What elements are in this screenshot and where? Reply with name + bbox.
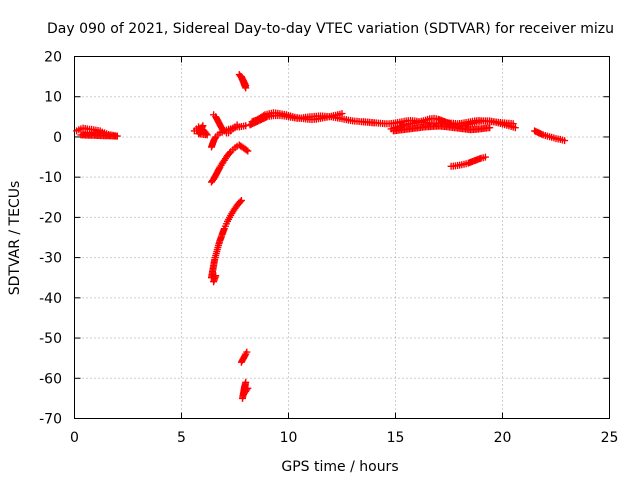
x-tick-labels: 0 5 10 15 20 25 bbox=[70, 430, 618, 446]
series-markers bbox=[248, 109, 346, 126]
chart-title: Day 090 of 2021, Sidereal Day-to-day VTE… bbox=[47, 21, 614, 37]
y-tick-label: -70 bbox=[39, 412, 62, 428]
series-arc-15 bbox=[531, 127, 569, 145]
series-markers bbox=[531, 127, 569, 145]
y-tick-label: -20 bbox=[39, 210, 62, 226]
series-markers bbox=[447, 153, 489, 170]
series-arc-2 bbox=[190, 122, 211, 139]
series-markers bbox=[235, 71, 250, 92]
y-tick-label: -30 bbox=[39, 251, 62, 267]
x-tick-label: 10 bbox=[280, 430, 298, 446]
y-tick-label: -10 bbox=[39, 170, 62, 186]
y-tick-labels: 20 10 0 -10 -20 -30 -40 -50 -60 -70 bbox=[39, 50, 62, 428]
series-arc-1 bbox=[73, 124, 121, 140]
series-markers bbox=[208, 122, 250, 151]
plot-frame bbox=[74, 56, 610, 419]
series-markers bbox=[190, 122, 211, 139]
x-tick-label: 0 bbox=[70, 430, 79, 446]
data-marks bbox=[73, 71, 569, 402]
y-tick-label: 10 bbox=[44, 90, 62, 106]
series-markers bbox=[389, 122, 494, 135]
series-arc-5 bbox=[208, 141, 252, 186]
y-tick-label: 20 bbox=[44, 50, 62, 66]
series-markers bbox=[73, 124, 121, 140]
series-arc-6 bbox=[208, 197, 245, 286]
x-tick-label: 20 bbox=[494, 430, 512, 446]
series-arc-4 bbox=[208, 122, 250, 151]
series-arc-8 bbox=[237, 348, 252, 402]
y-tick-label: 0 bbox=[53, 130, 62, 146]
x-tick-label: 25 bbox=[601, 430, 619, 446]
x-axis-label: GPS time / hours bbox=[281, 459, 398, 475]
series-markers bbox=[208, 141, 252, 186]
series-markers bbox=[208, 197, 245, 286]
y-axis-label: SDTVAR / TECUs bbox=[7, 181, 23, 296]
series-markers bbox=[237, 348, 252, 402]
x-tick-label: 15 bbox=[387, 430, 405, 446]
y-tick-label: -60 bbox=[39, 371, 62, 387]
y-tick-label: -40 bbox=[39, 291, 62, 307]
series-arc-7 bbox=[235, 71, 250, 92]
y-tick-label: -50 bbox=[39, 331, 62, 347]
x-tick-label: 5 bbox=[177, 430, 186, 446]
axis-ticks bbox=[74, 56, 610, 419]
series-arc-10 bbox=[248, 109, 346, 126]
series-arc-14 bbox=[447, 153, 489, 170]
series-arc-13 bbox=[389, 122, 494, 135]
